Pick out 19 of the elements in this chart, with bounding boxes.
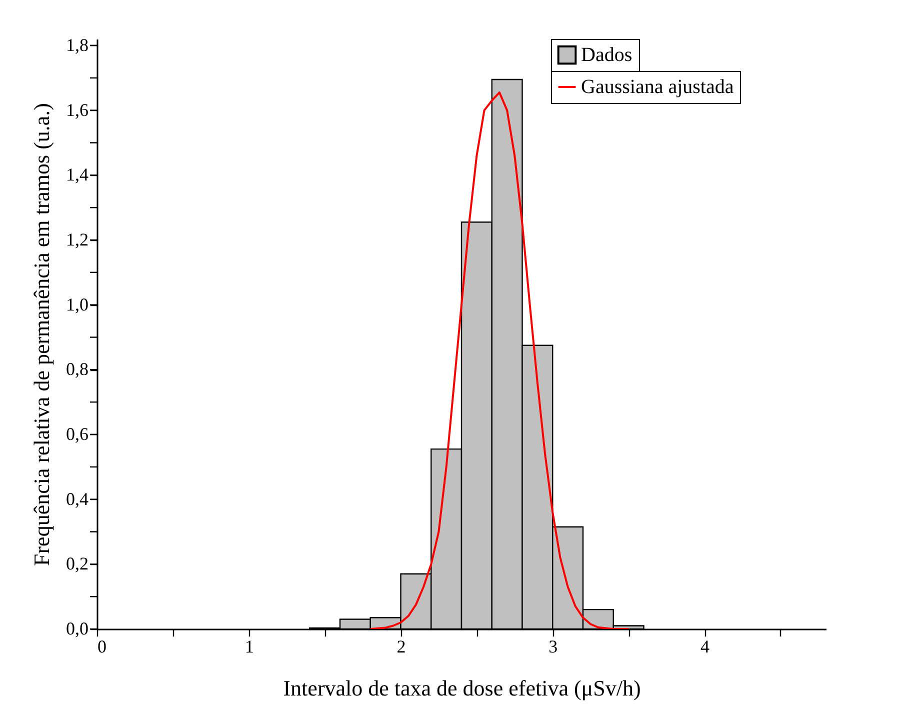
y-tick-label: 1,2 [66, 229, 88, 250]
y-tick-label: 1,4 [66, 164, 88, 185]
y-tick-label: 0,6 [66, 424, 88, 444]
x-tick-label: 3 [548, 636, 558, 656]
x-tick-label: 2 [396, 636, 406, 656]
y-axis-title: Frequência relativa de permanência em tramos (u.a.) [29, 103, 54, 566]
x-tick-label: 0 [98, 636, 106, 656]
y-tick-label: 1,0 [66, 294, 88, 314]
x-tick-label: 4 [700, 636, 710, 656]
x-tick-label: 1 [244, 636, 254, 656]
y-tick-label: 0,4 [66, 488, 88, 509]
y-tick-label: 1,8 [66, 34, 88, 55]
y-tick-label: 0,8 [66, 359, 88, 380]
y-tick-label: 1,6 [66, 100, 88, 120]
legend-label: Dados [581, 44, 632, 66]
x-axis-title: Intervalo de taxa de dose efetiva (μSv/h) [283, 676, 641, 700]
legend-label: Gaussiana ajustada [581, 76, 734, 98]
y-tick-label: 0,2 [66, 554, 88, 574]
y-tick-label: 0,0 [66, 618, 88, 638]
